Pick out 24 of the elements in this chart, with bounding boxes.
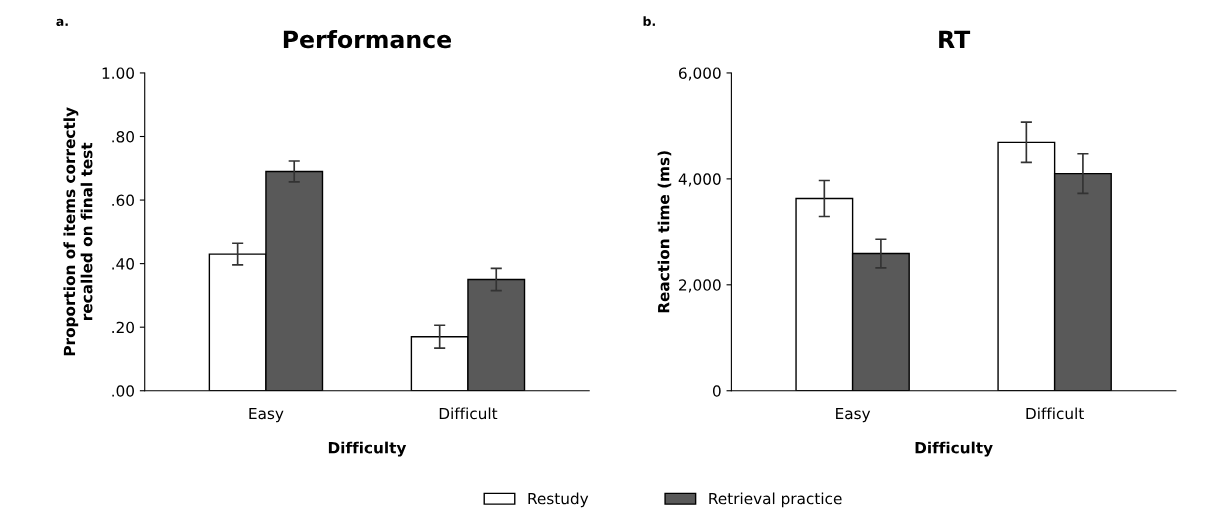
text: b. <box>643 16 655 27</box>
y-tick-label: 0 <box>712 385 721 397</box>
y-tick-label: 1.00 <box>102 67 134 79</box>
x-axis-title: Difficulty <box>915 441 993 457</box>
y-axis-title: Proportion of items correctly recalled on final test <box>63 107 93 356</box>
legend-label: Retrieval practice <box>709 492 842 508</box>
y-tick-label: 4,000 <box>678 173 721 187</box>
y-tick-label: .20 <box>112 321 134 334</box>
x-axis-title: Difficulty <box>328 441 407 457</box>
y-tick-label: 6,000 <box>679 67 721 81</box>
chart-title: Performance <box>283 30 452 49</box>
x-tick-label: Difficult <box>439 407 498 420</box>
y-tick-label: .80 <box>112 130 134 143</box>
chart-title: RT <box>939 30 971 48</box>
legend-label: Restudy <box>528 492 589 508</box>
x-tick-label: Easy <box>249 407 284 423</box>
y-tick-label: .60 <box>112 194 134 207</box>
y-tick-label: 2,000 <box>679 279 721 293</box>
x-tick-label: Difficult <box>1026 407 1084 420</box>
y-tick-label: .40 <box>112 258 134 270</box>
y-tick-label: .00 <box>112 385 134 397</box>
x-tick-label: Easy <box>836 407 871 423</box>
y-axis-title: Reaction time (ms) <box>657 151 672 313</box>
text: a. <box>56 18 68 27</box>
